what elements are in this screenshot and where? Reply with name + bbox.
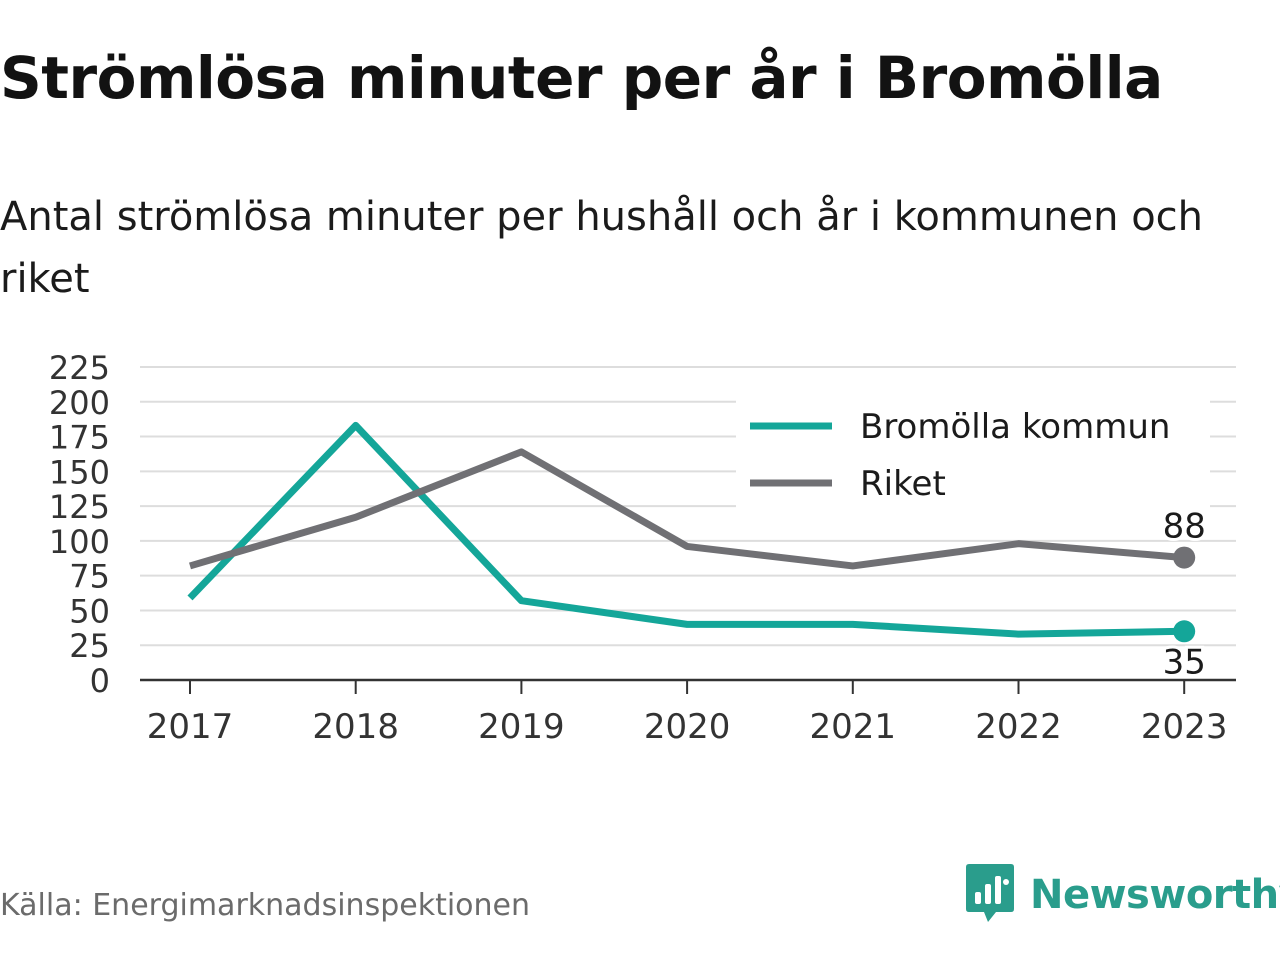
series-end-point [1173, 546, 1196, 569]
y-tick-label: 0 [90, 662, 110, 700]
brand[interactable]: Newsworthy [964, 862, 1280, 928]
x-tick-label: 2018 [312, 707, 399, 747]
end-value-label: 88 [1163, 507, 1206, 547]
y-tick-label: 75 [69, 558, 110, 596]
brand-name: Newsworthy [1030, 872, 1280, 918]
grid-lines [140, 366, 1236, 647]
end-value-label: 35 [1163, 642, 1206, 682]
legend-label: Bromölla kommun [860, 407, 1170, 447]
legend-box [736, 400, 1210, 510]
series-line [187, 421, 1185, 638]
x-tick-label: 2022 [975, 707, 1062, 747]
page-title: Strömlösa minuter per år i Bromölla [0, 44, 1163, 112]
y-tick-label: 175 [49, 419, 110, 457]
x-tick-label: 2021 [810, 707, 897, 747]
end-labels: 35 88 [1160, 504, 1209, 686]
y-tick-label: 125 [49, 488, 110, 526]
x-tick-label: 2020 [644, 707, 731, 747]
y-tick-label: 25 [69, 627, 110, 665]
x-tick-label: 2023 [1141, 707, 1228, 747]
x-tick-label: 2019 [478, 707, 565, 747]
y-tick-label: 225 [49, 349, 110, 387]
series-line [189, 448, 1185, 570]
x-tick-label: 2017 [147, 707, 234, 747]
series-end-point [1173, 620, 1196, 643]
y-tick-label: 200 [49, 384, 110, 422]
newsworthy-logo-icon [964, 862, 1016, 928]
x-axis: 2017 2018 2019 2020 2021 2022 2023 [140, 678, 1236, 747]
series-lines [187, 421, 1196, 643]
y-tick-label: 50 [69, 592, 110, 630]
source-note: Källa: Energimarknadsinspektionen [0, 888, 531, 923]
page-subtitle: Antal strömlösa minuter per hushåll och … [0, 194, 1204, 302]
legend-label: Riket [860, 464, 946, 504]
y-tick-label: 150 [49, 453, 110, 491]
legend: Bromölla kommun Riket [736, 400, 1210, 510]
y-tick-label: 100 [49, 523, 110, 561]
